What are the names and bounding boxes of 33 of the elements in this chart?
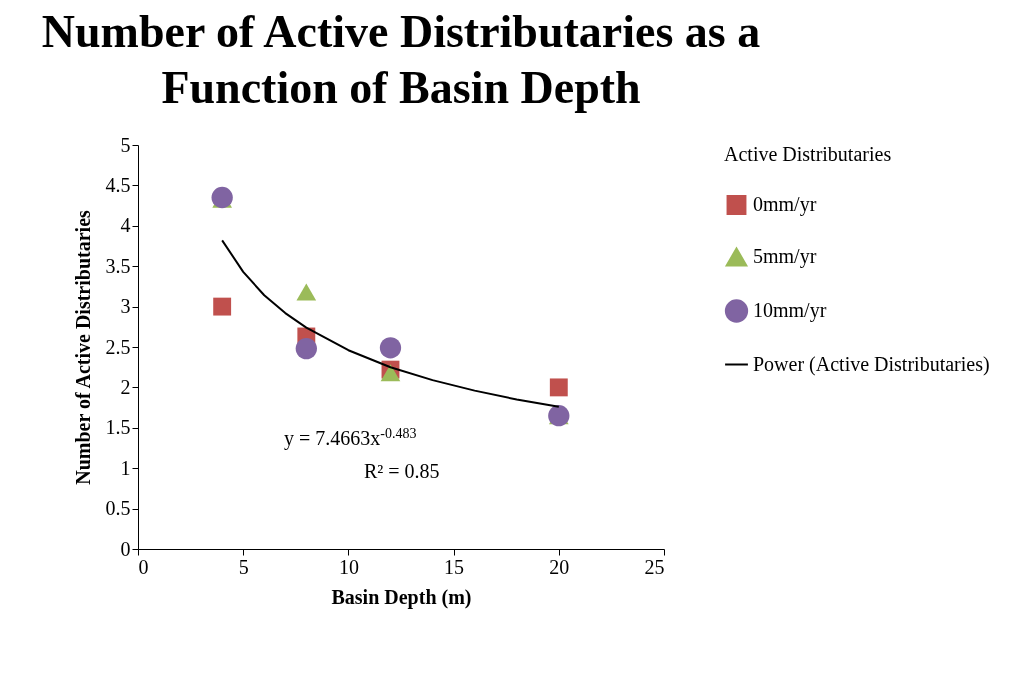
y-tick-label: 2.5 [105,335,131,358]
x-tick-label: 5 [238,555,249,578]
x-tick-label: 0 [138,555,149,578]
legend-label: 10mm/yr [753,299,827,322]
legend-label: 5mm/yr [753,245,817,268]
y-tick-label: 5 [120,133,131,156]
y-tick-label: 4 [120,214,131,237]
annotation: R² = 0.85 [364,460,440,482]
y-tick-label: 1 [120,456,131,479]
y-tick-label: 3 [120,295,131,318]
y-tick-label: 2 [120,375,131,398]
legend-label: Power (Active Distributaries) [753,352,990,376]
chart-title: Number of Active Distributaries as a Function of Basin Depth [41,6,761,113]
point [295,337,317,360]
point [296,283,317,301]
legend-title: Active Distributaries [724,143,892,165]
annotation: y = 7.4663x$^{-0.483}$ [284,425,417,450]
point [549,378,568,397]
point [213,297,232,316]
y-tick-label: 1.5 [105,416,131,439]
x-axis-title: Basin Depth (m) [331,585,472,609]
x-tick-label: 10 [338,555,359,578]
y-tick-label: 0.5 [105,497,131,520]
point [380,364,401,382]
x-tick-label: 15 [444,555,465,578]
y-tick-label: 3.5 [105,254,131,277]
y-axis-title: Number of Active Distributaries [71,209,94,485]
legend-label: 0mm/yr [753,193,817,216]
x-tick-label: 20 [549,555,570,578]
y-tick-label: 4.5 [105,173,131,196]
y-tick-label: 0 [120,537,131,560]
point [379,337,402,359]
x-tick-label: 25 [644,555,665,578]
